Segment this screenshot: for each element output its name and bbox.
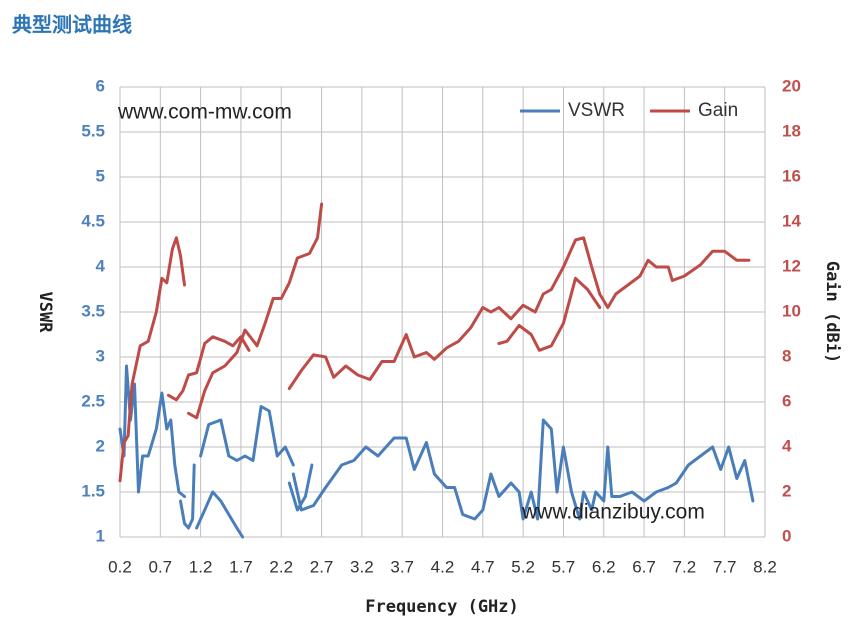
y2-tick-label: 6 bbox=[782, 391, 791, 410]
y-tick-label: 3 bbox=[96, 346, 105, 365]
y-tick-label: 1 bbox=[96, 526, 105, 545]
annotation: www.com-mw.com bbox=[117, 101, 292, 124]
y-tick-label: 5 bbox=[96, 166, 105, 185]
x-tick-label: 8.2 bbox=[753, 557, 777, 576]
y-tick-label: 6 bbox=[96, 76, 105, 95]
y2-tick-label: 20 bbox=[782, 76, 801, 95]
y-tick-label: 2 bbox=[96, 436, 105, 455]
x-tick-label: 5.7 bbox=[552, 557, 576, 576]
y2-tick-label: 0 bbox=[782, 526, 791, 545]
x-tick-label: 4.7 bbox=[471, 557, 495, 576]
legend-label: Gain bbox=[698, 100, 738, 121]
legend-label: VSWR bbox=[568, 100, 625, 121]
y-tick-label: 1.5 bbox=[81, 481, 105, 500]
y-tick-label: 5.5 bbox=[81, 121, 105, 140]
y2-tick-label: 16 bbox=[782, 166, 801, 185]
y-axis-title: VSWR bbox=[35, 292, 55, 334]
x-tick-label: 5.2 bbox=[511, 557, 535, 576]
y-tick-label: 4 bbox=[96, 256, 106, 275]
x-tick-label: 1.7 bbox=[229, 557, 253, 576]
y-tick-label: 3.5 bbox=[81, 301, 105, 320]
y2-axis-title: Gain (dBi) bbox=[822, 261, 842, 363]
y2-tick-label: 4 bbox=[782, 436, 792, 455]
y-tick-label: 4.5 bbox=[81, 211, 105, 230]
y2-tick-label: 18 bbox=[782, 121, 801, 140]
y2-tick-label: 8 bbox=[782, 346, 791, 365]
y2-tick-label: 14 bbox=[782, 211, 801, 230]
x-tick-label: 6.2 bbox=[592, 557, 616, 576]
x-tick-label: 3.7 bbox=[390, 557, 414, 576]
annotation: www.dianzibuy.com bbox=[521, 501, 705, 524]
x-tick-label: 7.2 bbox=[673, 557, 697, 576]
x-tick-label: 2.7 bbox=[310, 557, 334, 576]
series-line bbox=[118, 202, 751, 483]
grid bbox=[119, 86, 766, 538]
plot bbox=[118, 202, 755, 539]
y-tick-label: 2.5 bbox=[81, 391, 105, 410]
y2-tick-label: 10 bbox=[782, 301, 801, 320]
series-line bbox=[118, 364, 755, 539]
x-tick-label: 2.2 bbox=[269, 557, 293, 576]
x-tick-label: 0.7 bbox=[148, 557, 172, 576]
x-tick-label: 4.2 bbox=[431, 557, 455, 576]
y2-tick-label: 12 bbox=[782, 256, 801, 275]
x-tick-label: 3.2 bbox=[350, 557, 374, 576]
x-axis-title: Frequency (GHz) bbox=[365, 597, 519, 617]
page-title: 典型测试曲线 bbox=[12, 12, 132, 36]
y2-tick-label: 2 bbox=[782, 481, 791, 500]
x-tick-label: 6.7 bbox=[632, 557, 656, 576]
x-tick-label: 1.2 bbox=[189, 557, 213, 576]
x-tick-label: 0.2 bbox=[108, 557, 132, 576]
x-tick-label: 7.7 bbox=[713, 557, 737, 576]
